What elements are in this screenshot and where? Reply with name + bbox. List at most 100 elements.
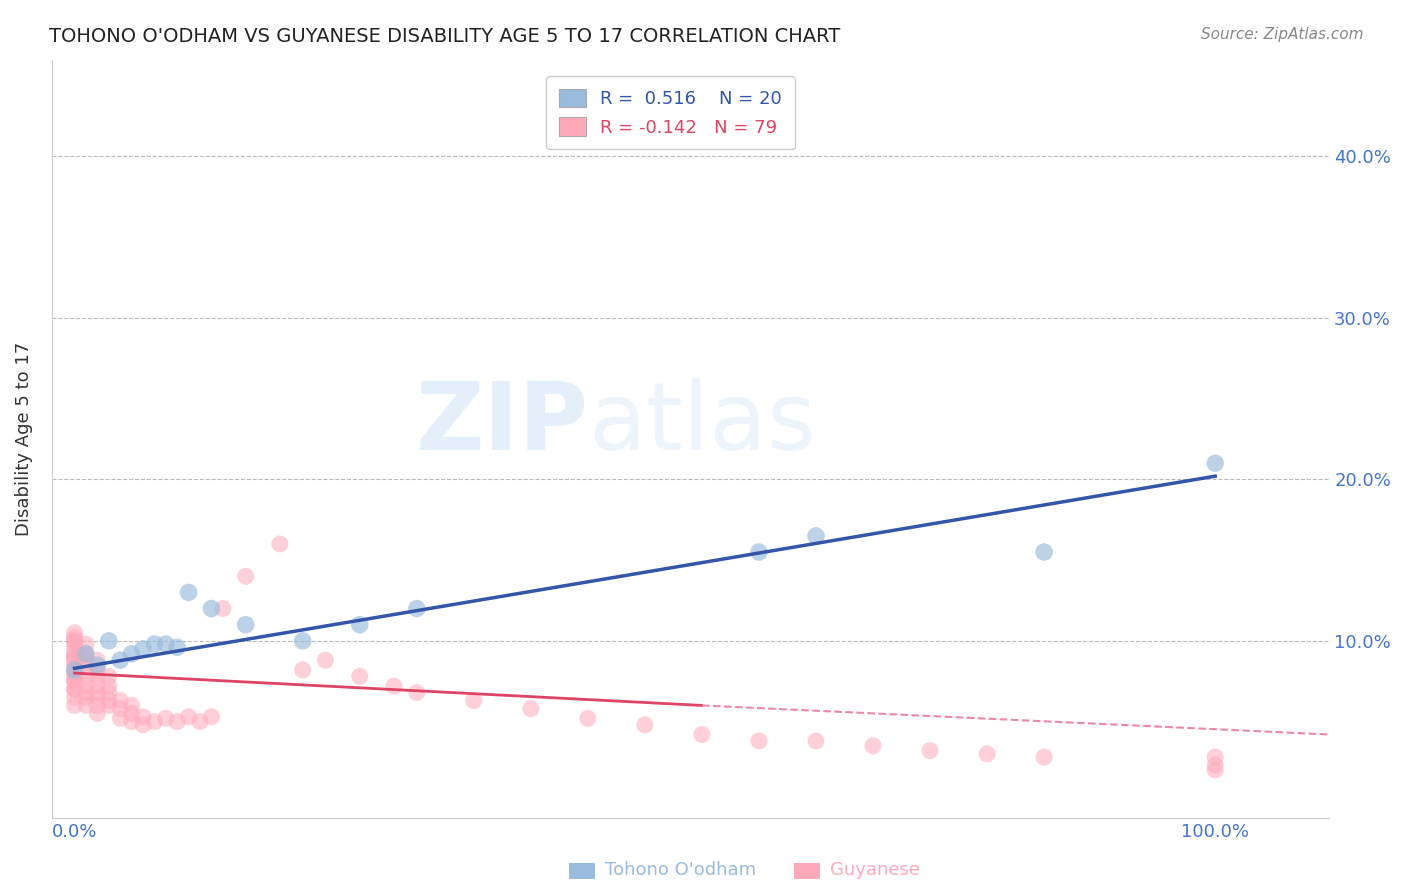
Point: [63, 682, 86, 697]
Point: [63, 625, 86, 640]
Point: [748, 545, 770, 559]
Point: [382, 679, 405, 693]
Text: Guyanese: Guyanese: [830, 861, 920, 879]
Point: [63, 669, 86, 683]
Point: [143, 714, 166, 729]
Point: [862, 739, 884, 753]
Point: [177, 710, 200, 724]
Point: [63, 661, 86, 675]
Point: [200, 710, 222, 724]
Point: [166, 714, 188, 729]
Point: [349, 617, 371, 632]
Point: [75, 637, 97, 651]
Point: [804, 529, 827, 543]
Point: [804, 734, 827, 748]
Point: [75, 647, 97, 661]
Point: [1204, 758, 1226, 772]
Point: [86, 658, 108, 673]
Point: [63, 690, 86, 705]
Point: [75, 698, 97, 713]
Point: [291, 663, 314, 677]
Point: [63, 666, 86, 681]
Point: [97, 693, 120, 707]
Point: [121, 714, 143, 729]
Point: [63, 633, 86, 648]
Point: [108, 693, 131, 707]
Point: [405, 685, 427, 699]
Point: [235, 569, 257, 583]
Point: [97, 685, 120, 699]
Point: [315, 653, 337, 667]
Point: [269, 537, 291, 551]
Point: [86, 679, 108, 693]
Point: [75, 663, 97, 677]
Point: [132, 641, 155, 656]
Point: [188, 714, 211, 729]
Point: [1033, 545, 1056, 559]
Point: [75, 690, 97, 705]
Point: [132, 710, 155, 724]
Point: [235, 617, 257, 632]
Point: [75, 647, 97, 661]
Point: [405, 601, 427, 615]
Text: ZIP: ZIP: [415, 378, 588, 470]
Point: [86, 669, 108, 683]
Point: [63, 657, 86, 671]
Point: [108, 711, 131, 725]
Point: [132, 718, 155, 732]
Text: TOHONO O'ODHAM VS GUYANESE DISABILITY AGE 5 TO 17 CORRELATION CHART: TOHONO O'ODHAM VS GUYANESE DISABILITY AG…: [49, 27, 841, 45]
Text: atlas: atlas: [588, 378, 817, 470]
Point: [97, 698, 120, 713]
Point: [63, 650, 86, 665]
Point: [86, 690, 108, 705]
Point: [75, 653, 97, 667]
Point: [520, 701, 543, 715]
Point: [155, 637, 177, 651]
Point: [63, 663, 86, 677]
Point: [63, 637, 86, 651]
Point: [75, 669, 97, 683]
Text: Source: ZipAtlas.com: Source: ZipAtlas.com: [1201, 27, 1364, 42]
Point: [63, 633, 86, 648]
Point: [463, 693, 485, 707]
Point: [63, 653, 86, 667]
Point: [1204, 763, 1226, 777]
Text: Tohono O'odham: Tohono O'odham: [605, 861, 755, 879]
Point: [177, 585, 200, 599]
Point: [121, 706, 143, 721]
Point: [349, 669, 371, 683]
Point: [166, 640, 188, 655]
Point: [576, 711, 599, 725]
Point: [63, 674, 86, 689]
Point: [108, 653, 131, 667]
Point: [63, 682, 86, 697]
Point: [291, 633, 314, 648]
Point: [634, 718, 657, 732]
Point: [748, 734, 770, 748]
Point: [75, 650, 97, 665]
Point: [97, 669, 120, 683]
Point: [97, 633, 120, 648]
Point: [1033, 750, 1056, 764]
Point: [63, 650, 86, 665]
Y-axis label: Disability Age 5 to 17: Disability Age 5 to 17: [15, 342, 32, 536]
Point: [121, 647, 143, 661]
Point: [86, 706, 108, 721]
Point: [1204, 456, 1226, 470]
Point: [86, 653, 108, 667]
Point: [155, 711, 177, 725]
Point: [63, 698, 86, 713]
Point: [121, 698, 143, 713]
Point: [143, 637, 166, 651]
Point: [690, 727, 713, 741]
Point: [200, 601, 222, 615]
Point: [75, 679, 97, 693]
Point: [1204, 750, 1226, 764]
Legend: R =  0.516    N = 20, R = -0.142   N = 79: R = 0.516 N = 20, R = -0.142 N = 79: [547, 76, 794, 149]
Point: [976, 747, 998, 761]
Point: [63, 641, 86, 656]
Point: [918, 744, 941, 758]
Point: [86, 663, 108, 677]
Point: [63, 631, 86, 645]
Point: [97, 679, 120, 693]
